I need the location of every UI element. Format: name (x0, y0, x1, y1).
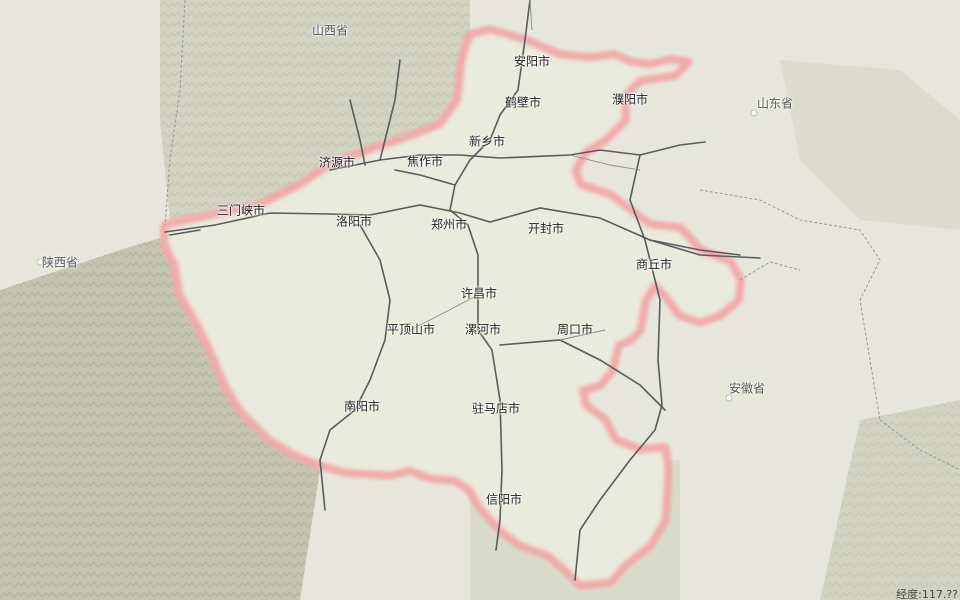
province-label-shaanxi: 陕西省 (41, 255, 79, 270)
neighbor-borders (164, 0, 960, 471)
province-boundary (161, 26, 744, 589)
capital-marker (315, 26, 323, 34)
city-label-pingdingshan[interactable]: 平顶山市 (386, 322, 436, 337)
province-label-shandong: 山东省 (756, 96, 794, 111)
city-label-shangqiu[interactable]: 商丘市 (635, 257, 673, 272)
city-label-zhengzhou[interactable]: 郑州市 (430, 217, 468, 232)
city-label-xinyang[interactable]: 信阳市 (485, 492, 523, 507)
city-label-sanmenxia[interactable]: 三门峡市 (216, 203, 266, 218)
city-label-puyang[interactable]: 濮阳市 (611, 92, 649, 107)
city-label-zhoukou[interactable]: 周口市 (556, 322, 594, 337)
coordinate-readout: 经度:117.?? (896, 588, 958, 600)
capital-marker (725, 394, 733, 402)
city-label-luohe[interactable]: 漯河市 (464, 322, 502, 337)
capital-marker (750, 109, 758, 117)
road-network (164, 0, 761, 581)
capital-marker (36, 258, 44, 266)
city-label-kaifeng[interactable]: 开封市 (527, 221, 565, 236)
city-label-hebi[interactable]: 鹤壁市 (504, 95, 542, 110)
city-label-xuchang[interactable]: 许昌市 (460, 286, 498, 301)
city-label-jiaozuo[interactable]: 焦作市 (406, 154, 444, 169)
city-label-jiyuan[interactable]: 济源市 (318, 155, 356, 170)
secondary-roads (409, 0, 641, 341)
city-label-luoyang[interactable]: 洛阳市 (335, 214, 373, 229)
city-label-xinxiang[interactable]: 新乡市 (468, 134, 506, 149)
city-label-anyang[interactable]: 安阳市 (513, 54, 551, 69)
city-label-nanyang[interactable]: 南阳市 (343, 399, 381, 414)
province-label-shanxi: 山西省 (311, 23, 349, 38)
province-label-anhui: 安徽省 (728, 381, 766, 396)
city-label-zhumadian[interactable]: 驻马店市 (471, 401, 521, 416)
